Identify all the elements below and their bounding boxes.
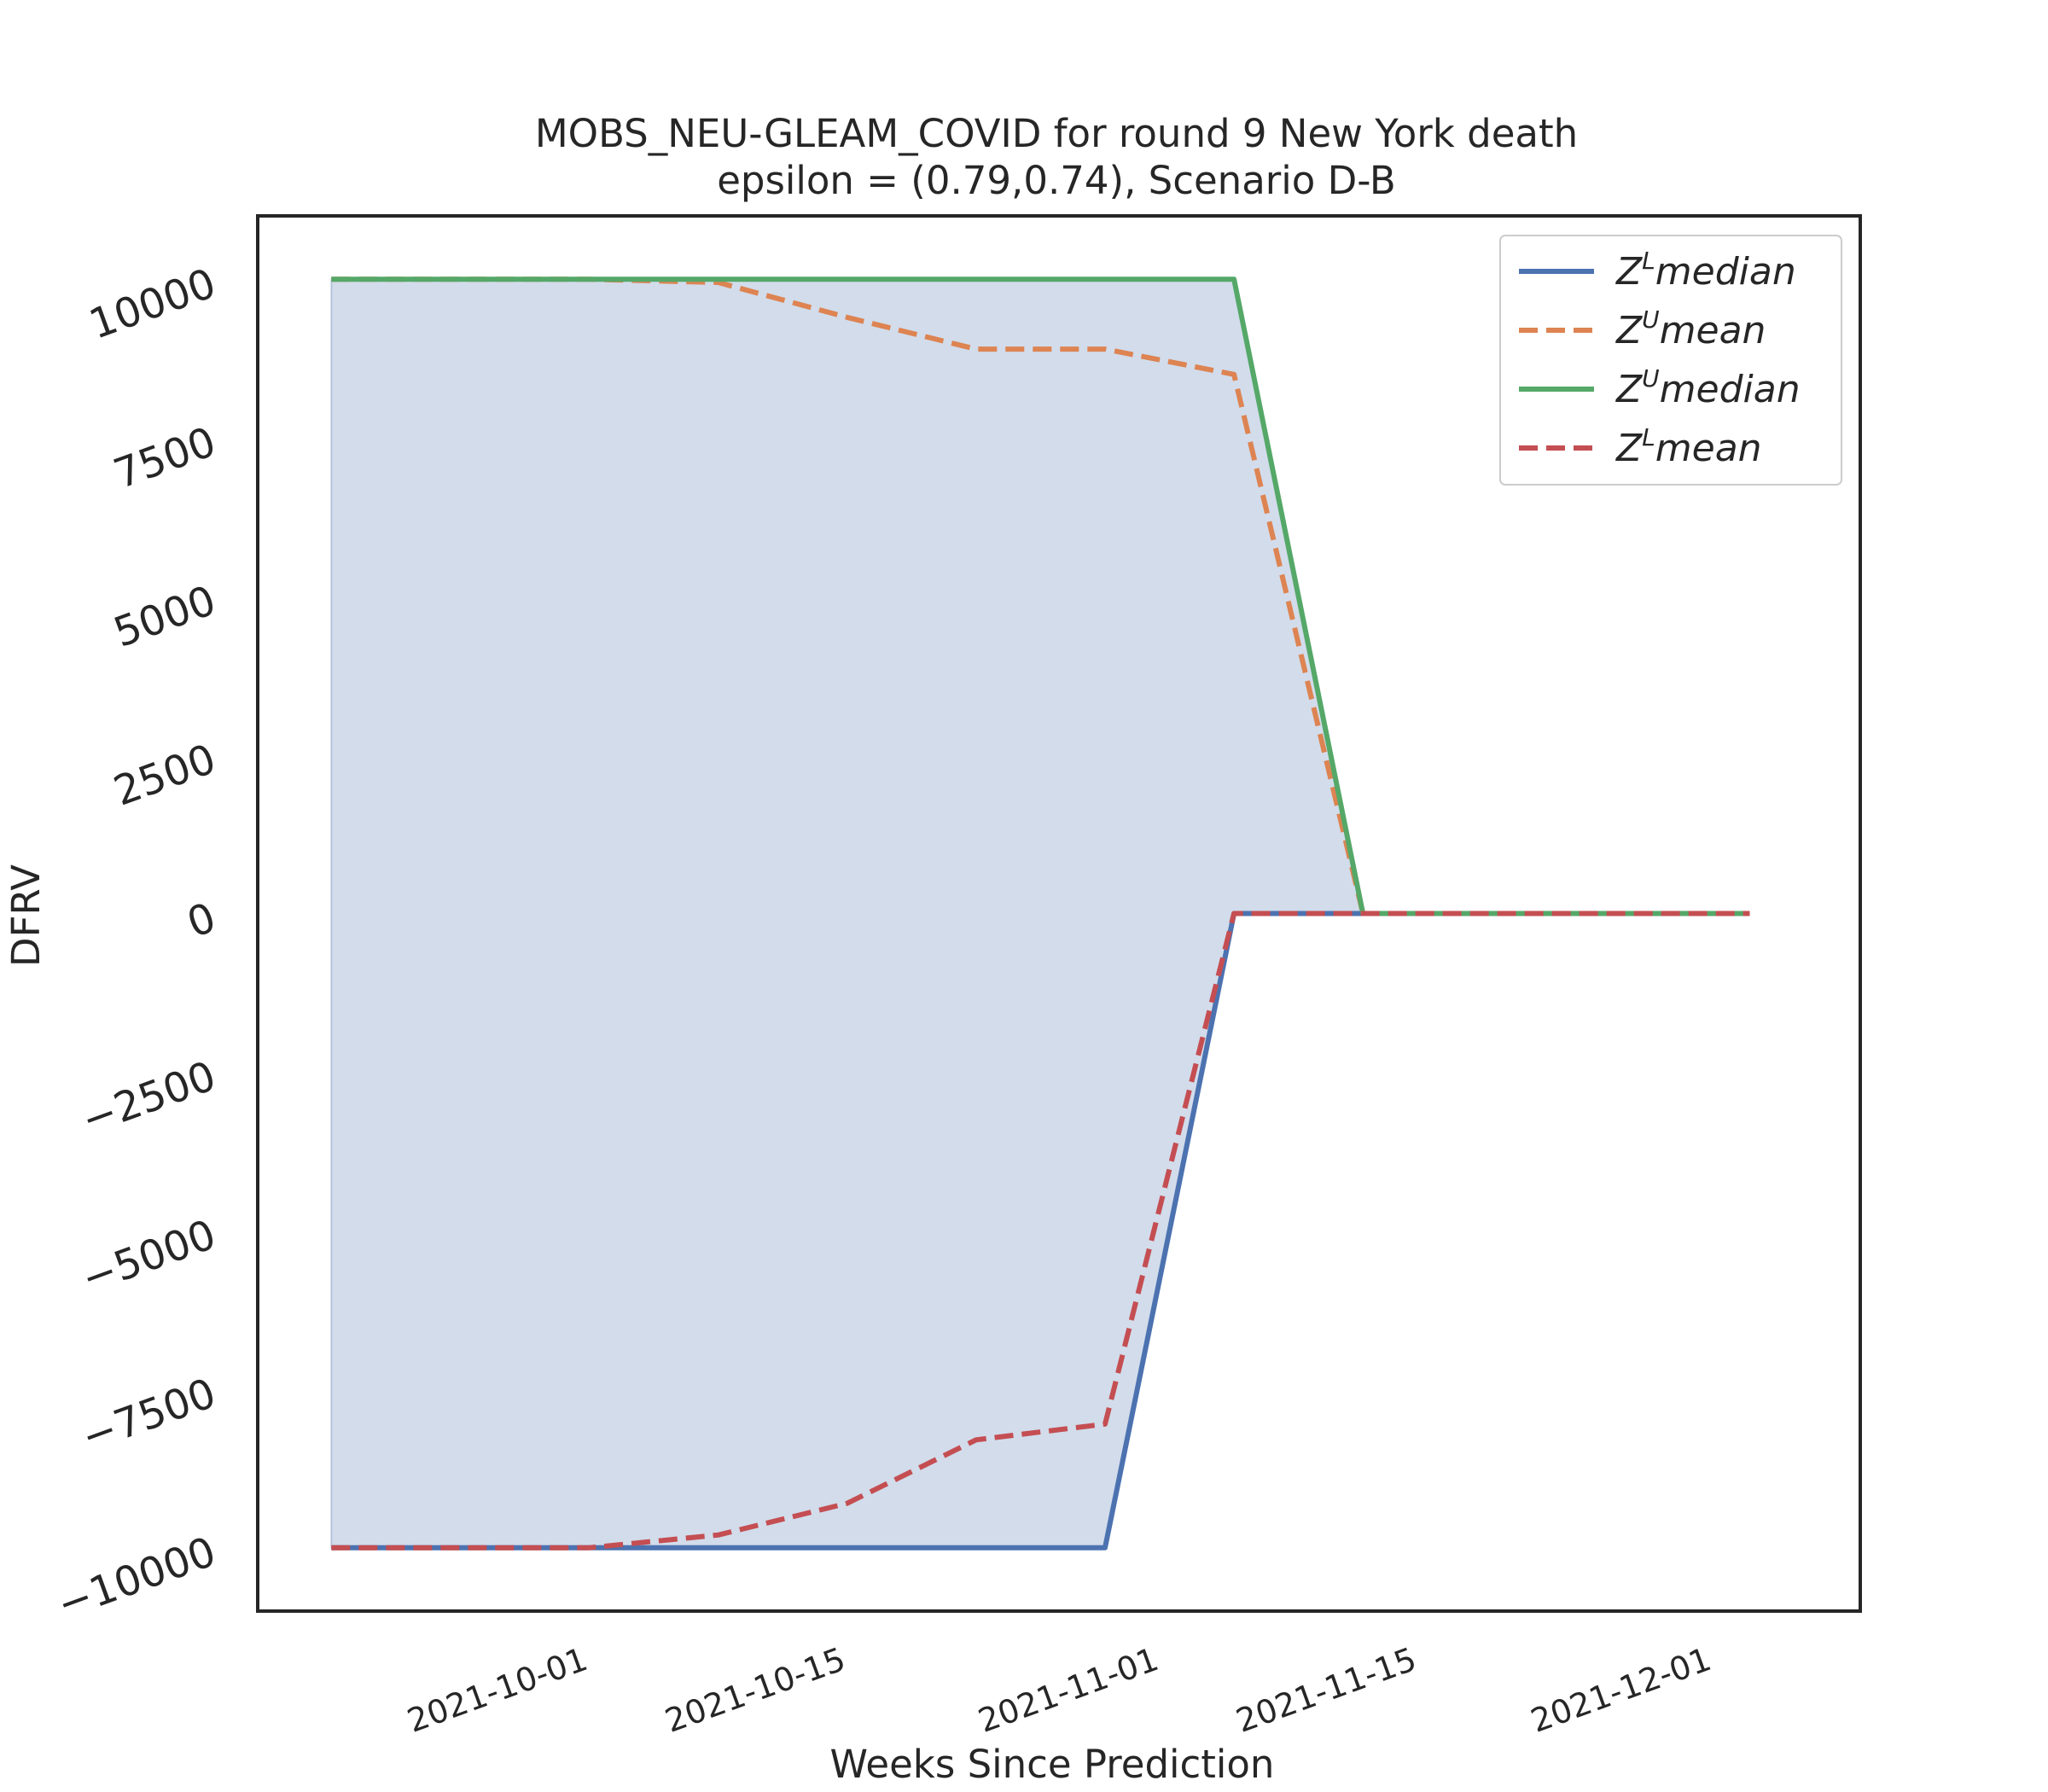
legend-label: ZUmedian [1615,364,1801,411]
legend-label: ZLmedian [1615,247,1796,294]
chart-subtitle: epsilon = (0.79,0.74), Scenario D-B [717,158,1396,203]
legend: ZLmedian ZUmean ZUmedian ZLmean [1499,235,1842,486]
plot-frame [256,214,1862,1613]
x-axis-label: Weeks Since Prediction [830,1742,1275,1787]
chart-title: MOBS_NEU-GLEAM_COVID for round 9 New Yor… [535,111,1578,156]
legend-box [1499,235,1842,486]
legend-label: ZUmean [1615,305,1766,352]
y-axis-label: DFRV [3,864,49,967]
series-line-L-mean [331,911,1750,1551]
legend-label: ZLmean [1615,423,1762,470]
